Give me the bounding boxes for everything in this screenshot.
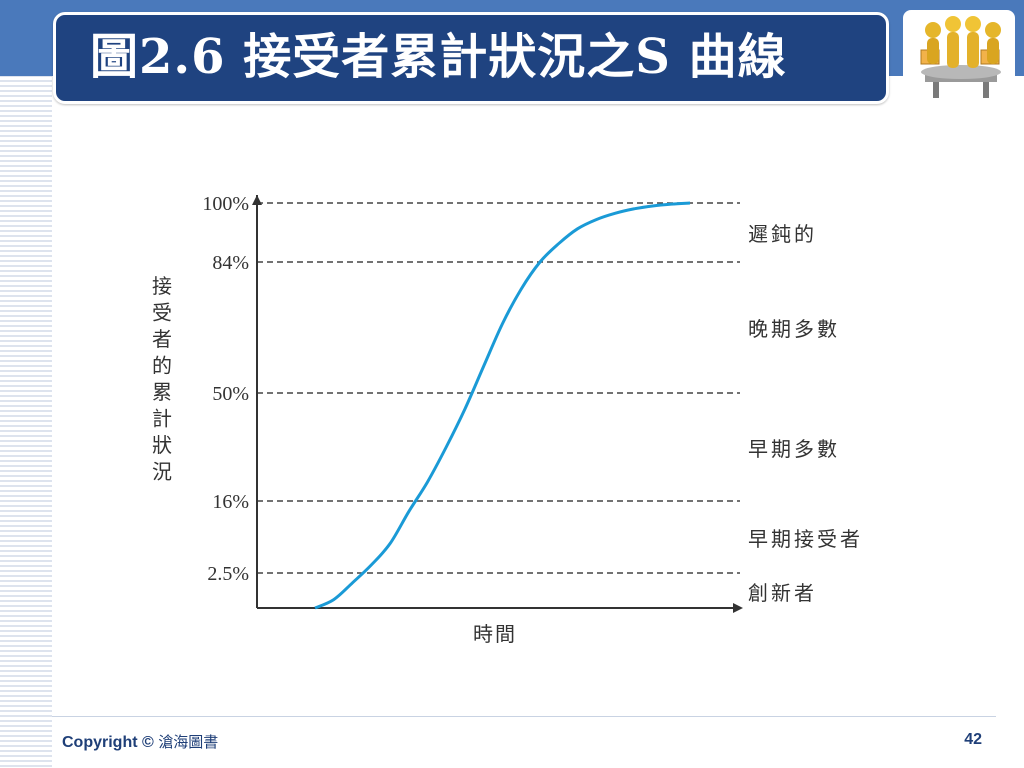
x-axis-arrow (733, 603, 743, 613)
footer-divider (52, 716, 996, 717)
footer-copyright: Copyright © 滄海圖書 (62, 731, 218, 752)
band-label: 遲鈍的 (748, 222, 817, 246)
y-tick-label: 16% (212, 491, 249, 513)
y-axis-title: 接受者的累計狀況 (152, 274, 172, 484)
publisher-name: 滄海圖書 (158, 733, 219, 751)
y-tick-label: 84% (212, 252, 249, 274)
page-number: 42 (964, 731, 982, 748)
slide-title: 圖2.6 接受者累計狀況之S 曲線 (90, 29, 787, 85)
copyright-text: Copyright © (62, 734, 154, 751)
left-stripe-decoration (0, 0, 52, 768)
band-label: 早期接受者 (748, 527, 863, 551)
y-tick-label: 50% (212, 383, 249, 405)
teamwork-figures-icon (920, 16, 1001, 98)
band-label: 晚期多數 (748, 317, 840, 341)
logo (903, 10, 1015, 102)
y-axis-arrow (252, 195, 262, 205)
x-axis-title: 時間 (473, 622, 517, 646)
title-box: 圖2.6 接受者累計狀況之S 曲線 (53, 12, 889, 104)
band-label: 創新者 (748, 581, 817, 605)
s-curve-line (314, 201, 691, 610)
y-tick-label: 100% (202, 193, 249, 215)
band-label: 早期多數 (748, 437, 840, 461)
y-tick-label: 2.5% (207, 563, 249, 585)
